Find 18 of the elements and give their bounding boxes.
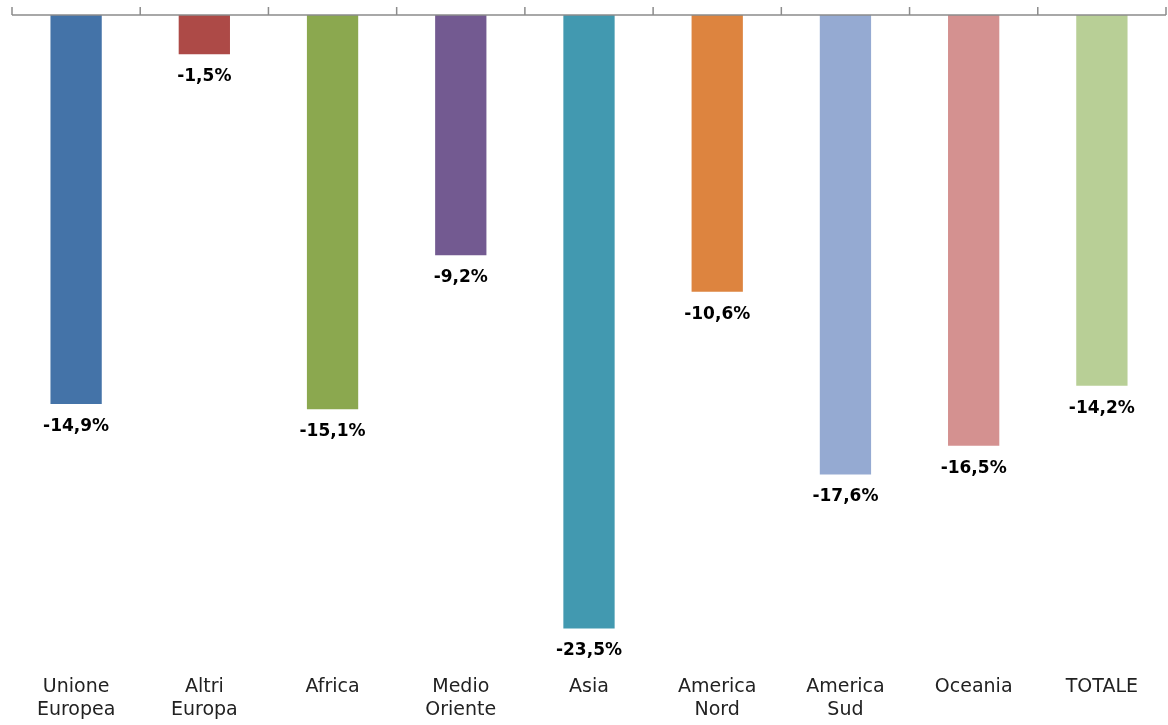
data-label: -10,6% [684,302,751,323]
data-label: -14,2% [1068,396,1135,417]
x-tick-label: Unione Europea [36,673,116,719]
data-label: -1,5% [177,65,232,86]
x-tick-label: America Sud [806,673,885,719]
data-label: -14,9% [43,414,110,435]
x-tick-label: TOTALE [1064,673,1139,696]
x-tick-label: Oceania [934,673,1013,696]
x-tick-label: Medio Oriente [425,673,497,719]
data-label: -15,1% [299,420,366,441]
data-label: -9,2% [433,266,488,287]
x-tick-label: America Nord [678,673,757,719]
x-tick-label: Asia [569,673,609,696]
x-tick-label: Africa [305,673,360,696]
data-label: -17,6% [812,485,879,506]
data-label: -23,5% [555,639,623,660]
data-label: -16,5% [940,456,1007,477]
x-tick-label: Altri Europa [170,673,238,719]
